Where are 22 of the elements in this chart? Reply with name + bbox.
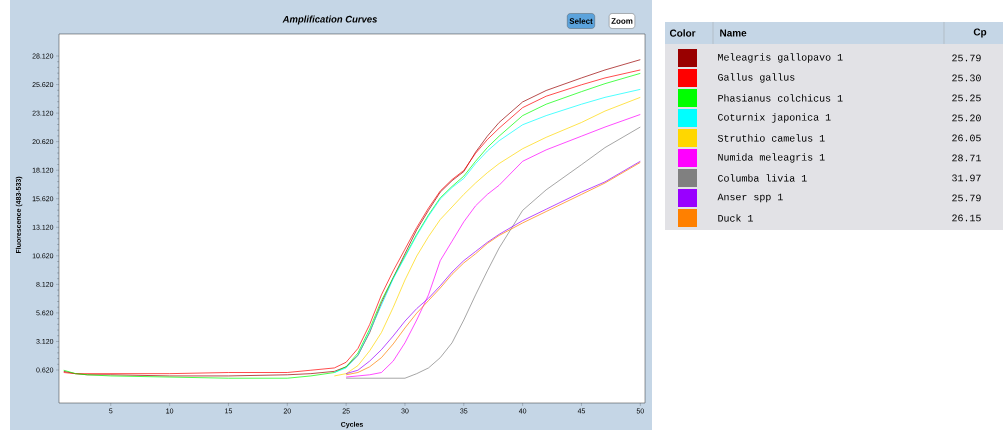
legend-label: Meleagris gallopavo 1 xyxy=(718,53,843,63)
text: Color xyxy=(669,29,696,37)
legend-label: Coturnix japonica 1 xyxy=(718,113,831,123)
text: 28.71 xyxy=(952,154,981,162)
legend-label: Gallus gallus xyxy=(718,73,795,83)
legend-label: Phasianus colchicus 1 xyxy=(718,94,843,102)
text: 26.15 xyxy=(952,214,981,222)
text: 25.25 xyxy=(952,94,981,102)
chart-title: Amplification Curves xyxy=(282,15,377,25)
text: Name xyxy=(720,29,747,37)
text: 25.30 xyxy=(952,74,981,82)
legend-label: Columba livia 1 xyxy=(718,174,807,182)
text: 25.79 xyxy=(952,54,981,62)
text: 25.79 xyxy=(952,194,981,202)
text: 31.97 xyxy=(952,174,981,182)
text: Cp xyxy=(973,28,987,38)
legend-label: Anser spp 1 xyxy=(717,193,783,203)
text: 25.20 xyxy=(952,114,981,122)
text: 26.05 xyxy=(952,134,981,142)
legend-label: Struthio camelus 1 xyxy=(717,134,825,142)
legend-label: Duck 1 xyxy=(718,214,753,222)
legend-label: Numida meleagris 1 xyxy=(718,153,825,163)
